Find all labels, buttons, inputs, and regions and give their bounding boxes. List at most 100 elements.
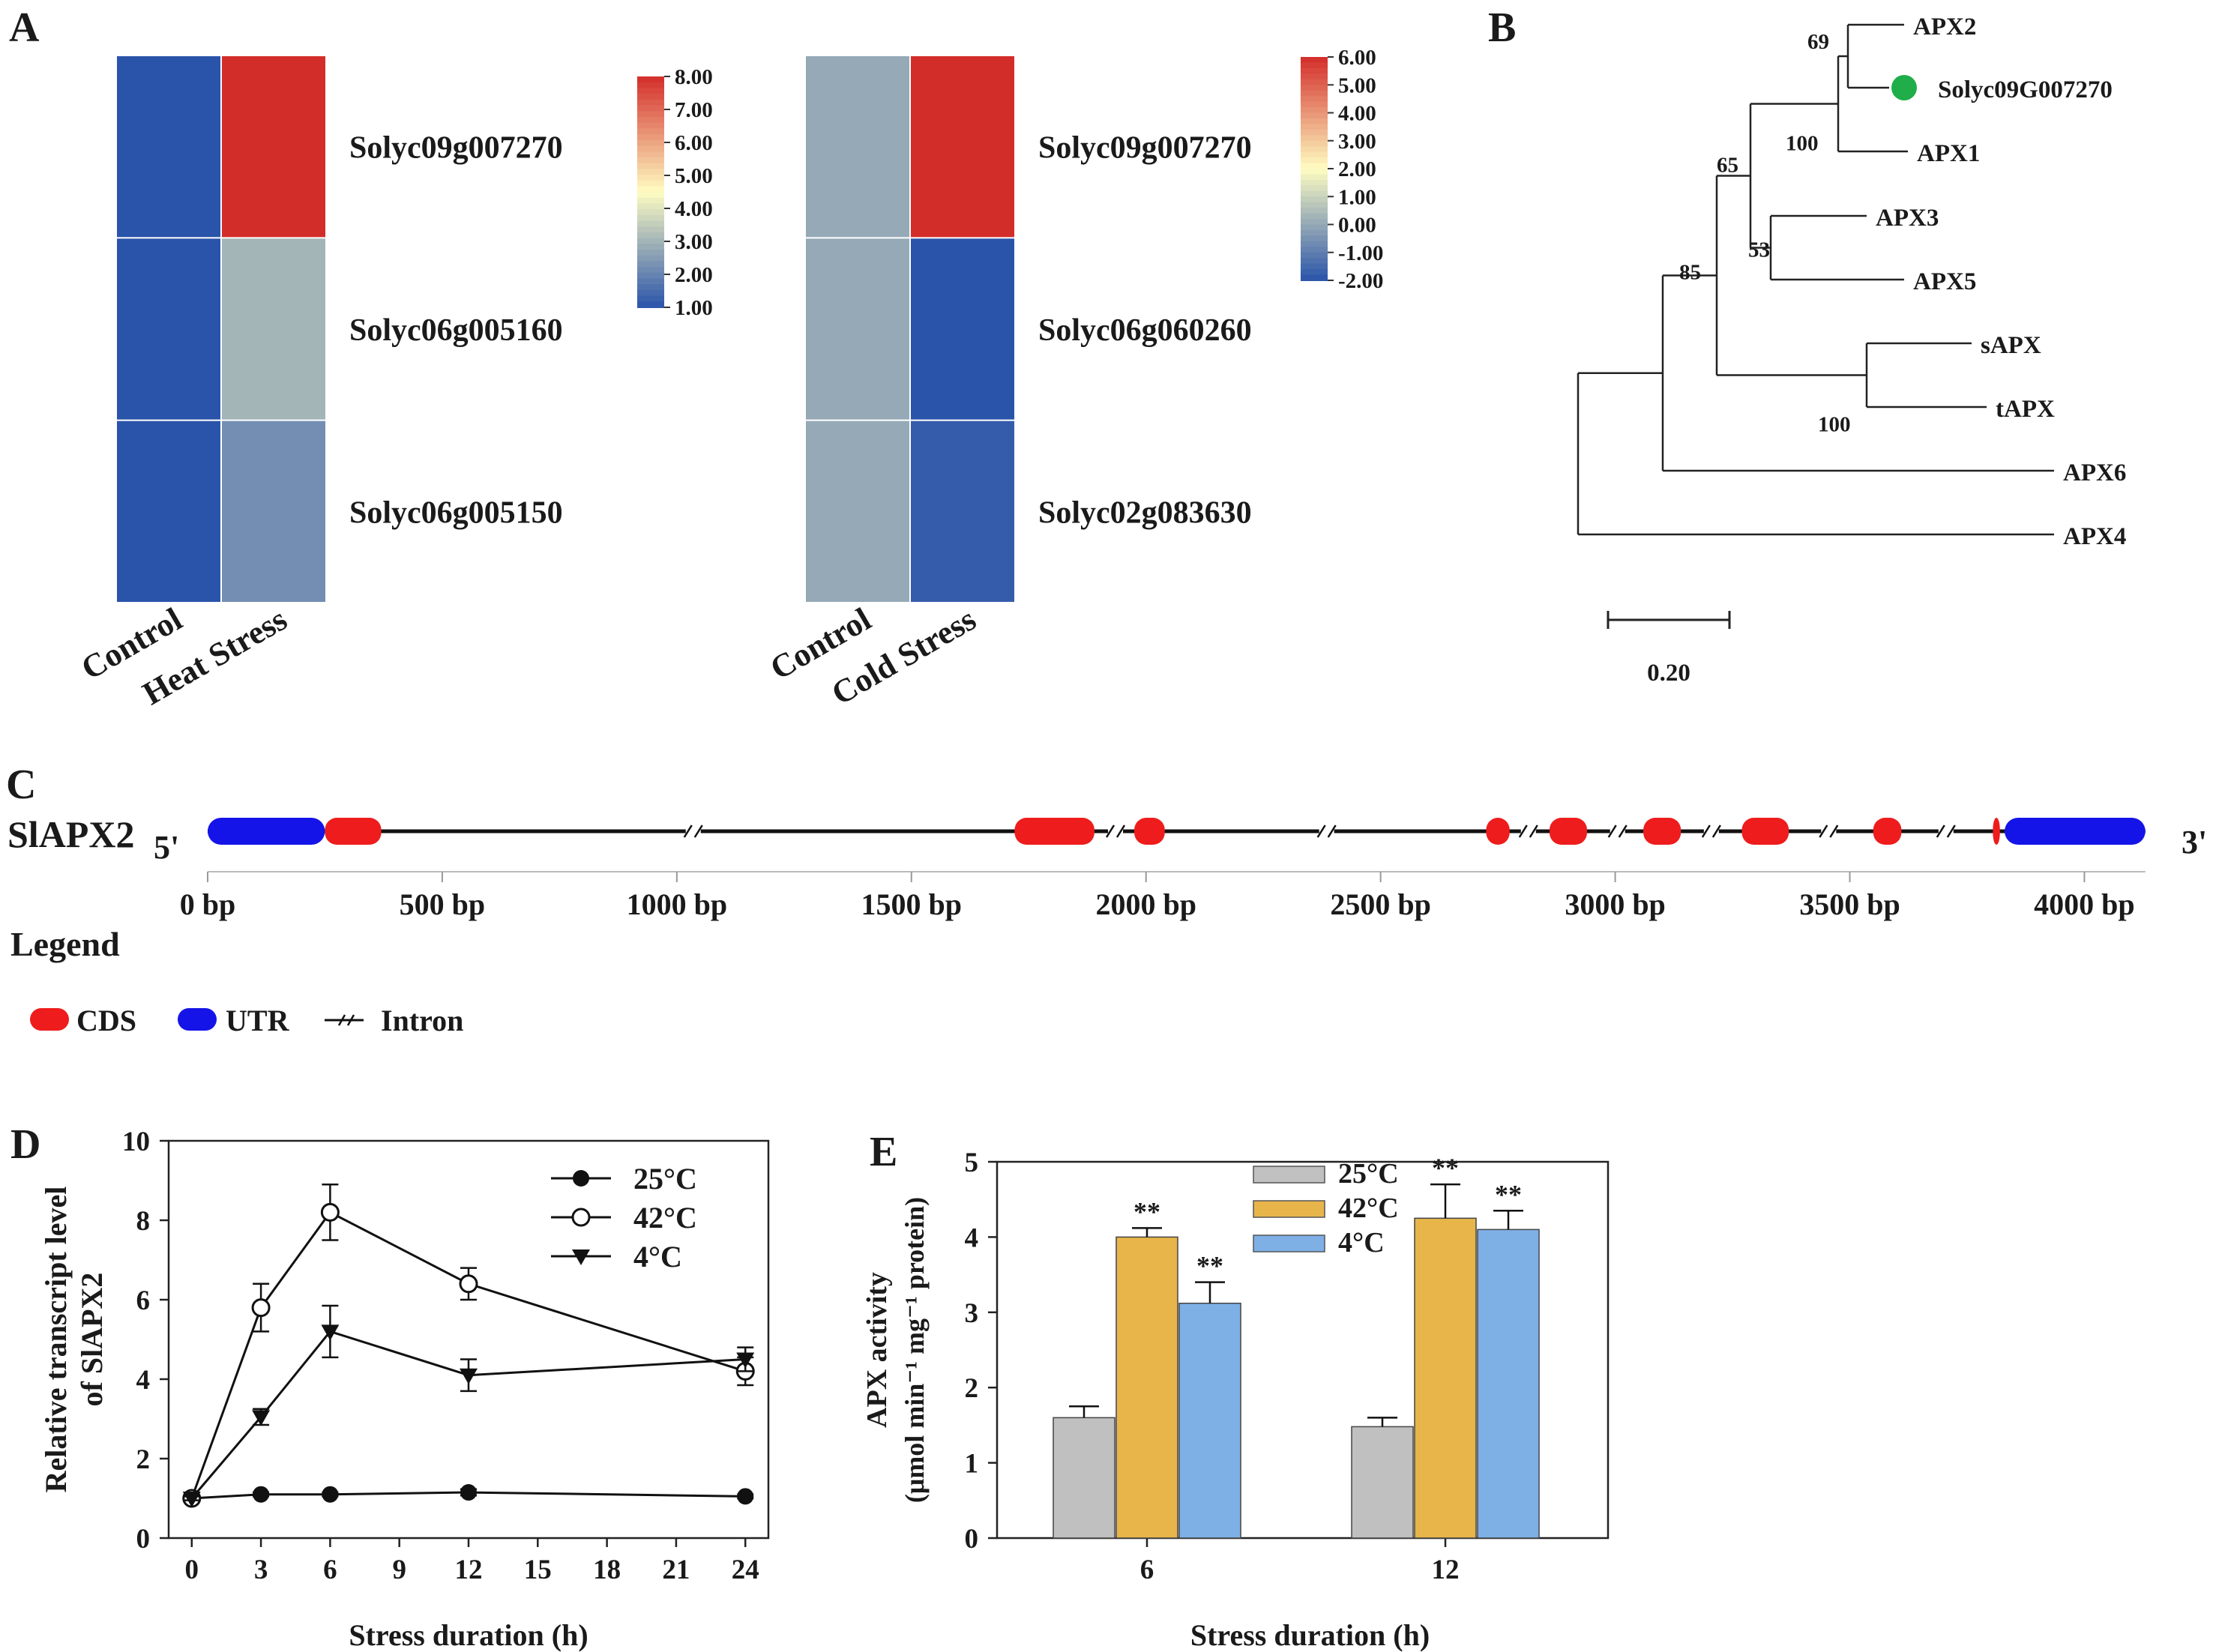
colorbar-segment [637,157,664,164]
legend-marker [572,1249,590,1265]
intron-mark [1829,825,1839,838]
bp-tick-label: 4000 bp [2034,887,2135,921]
colorbar-segment [1301,190,1328,198]
colorbar-segment [637,278,664,286]
y-tick-label: 8 [136,1206,151,1237]
bar [1178,1303,1241,1539]
three-prime-label: 3' [2182,824,2207,860]
intron-mark [1518,825,1528,838]
colorbar-tick-label: 4.00 [1338,102,1376,126]
colorbar-segment [637,116,664,124]
colorbar-segment [637,134,664,141]
data-point [737,1488,754,1505]
y-tick-label: 0 [136,1524,151,1555]
x-axis-label: Stress duration (h) [349,1618,588,1652]
bp-tick-label: 3500 bp [1799,887,1900,921]
tree-leaf-label: sAPX [1981,332,2041,359]
bootstrap-value: 53 [1748,238,1770,262]
tree-leaf-label: APX3 [1876,205,1939,232]
y-axis-label: (μmol min⁻¹ mg⁻¹ protein) [900,1197,930,1503]
colorbar-tick-label: 4.00 [675,197,713,221]
y-axis-label: of SlAPX2 [75,1273,109,1407]
colorbar-segment [637,238,664,245]
intron-mark [1529,825,1538,838]
x-tick-label: 6 [323,1555,337,1585]
data-point [251,1298,271,1318]
y-tick-label: 2 [136,1444,151,1475]
colorbar-segment [637,301,664,308]
y-tick-label: 10 [122,1127,150,1157]
legend-label: 4°C [1338,1227,1385,1258]
row-label: Solyc06g005150 [349,495,563,530]
intron-mark [1946,825,1956,838]
colorbar-segment [1301,252,1328,259]
colorbar-tick-label: 6.00 [1338,46,1376,70]
colorbar-segment [1301,263,1328,271]
legend-marker [573,1170,589,1187]
intron-mark [1618,825,1628,838]
bp-tick-label: 3000 bp [1565,887,1666,921]
colorbar-segment [1301,112,1328,119]
y-tick-label: 3 [965,1298,979,1329]
colorbar-segment [637,272,664,280]
heatmap-cell [117,56,220,238]
x-tick-label: 0 [185,1555,199,1585]
intron-mark [693,825,703,838]
tree-leaf-label: APX4 [2063,523,2126,550]
row-label: Solyc09g007270 [349,131,563,166]
colorbar-segment [1301,107,1328,114]
x-tick-label: 21 [662,1555,690,1585]
significance-label: ** [1196,1251,1223,1281]
colorbar-segment [637,250,664,256]
legend-title: Legend [10,925,120,963]
colorbar-tick-label: 0.00 [1338,214,1376,238]
legend-label: 4°C [633,1240,682,1273]
x-tick-label: 18 [593,1555,621,1585]
data-point [322,1486,339,1503]
heatmap-cell [222,420,325,602]
gene-name: SlAPX2 [7,813,134,855]
colorbar-tick-label: 1.00 [675,296,713,320]
colorbar-segment [1301,174,1328,181]
legend-utr-swatch [178,1008,217,1031]
x-tick-label: 12 [455,1555,483,1585]
legend-swatch [1253,1235,1325,1252]
colorbar-segment [637,76,664,83]
y-tick-label: 1 [965,1449,979,1480]
intron-mark [1115,825,1126,838]
colorbar-segment [637,197,664,205]
legend-utr-label: UTR [226,1004,290,1037]
tree-leaf-label: APX1 [1917,140,1980,167]
bp-tick-label: 1500 bp [861,887,963,921]
data-point [736,1352,755,1369]
legend-swatch [1253,1166,1325,1184]
bp-tick-label: 500 bp [400,887,486,921]
tree-leaf-label: APX2 [1913,13,1976,40]
colorbar-segment [637,163,664,170]
legend-cds-label: CDS [76,1004,136,1037]
data-point [459,1274,478,1294]
data-point [321,1324,340,1341]
bootstrap-value: 65 [1717,154,1738,178]
colorbar-segment [637,232,664,239]
y-tick-label: 5 [965,1148,979,1178]
colorbar-segment [637,174,664,181]
colorbar-segment [1301,219,1328,226]
cds-block [1741,818,1789,845]
heatmap-cell [911,238,1014,420]
bar [1053,1417,1115,1539]
y-tick-label: 2 [965,1373,979,1404]
cds-block [1549,818,1588,845]
legend-label: 25°C [1338,1158,1399,1190]
row-label: Solyc02g083630 [1038,495,1252,530]
colorbar-segment [637,261,664,268]
bootstrap-value: 85 [1679,261,1701,285]
colorbar-segment [637,267,664,274]
bar [1351,1426,1414,1539]
panel-label-d: D [10,1121,40,1168]
plot-frame [996,1160,1610,1540]
colorbar-segment [637,94,664,100]
colorbar-segment [1301,247,1328,253]
